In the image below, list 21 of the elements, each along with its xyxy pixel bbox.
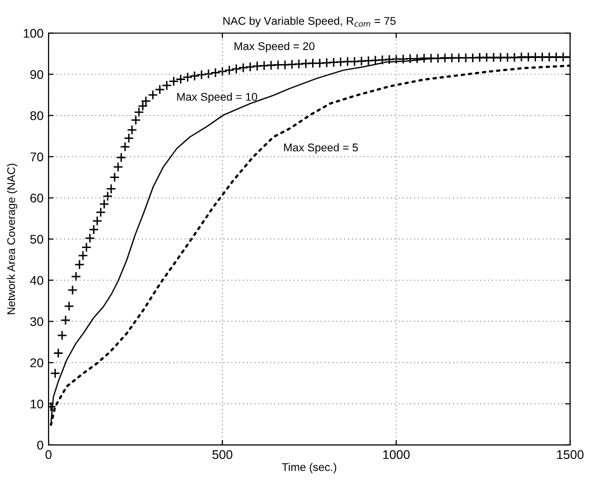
y-tick-label: 100: [24, 28, 44, 38]
y-tick-label: 0: [37, 440, 44, 450]
y-tick-label: 10: [30, 400, 44, 408]
y-tick-label: 20: [30, 358, 44, 368]
y-tick-label: 70: [30, 152, 44, 162]
y-tick-label: 40: [30, 276, 44, 285]
x-tick-label: 0: [46, 450, 52, 460]
annotation: Max Speed = 20: [234, 42, 314, 52]
y-tick-label: 80: [30, 111, 44, 120]
x-tick-label: 500: [212, 450, 232, 460]
y-tick-label: 90: [30, 70, 44, 79]
y-tick-label: 30: [30, 317, 44, 326]
annotation: Max Speed = 10: [177, 92, 258, 103]
x-axis-title: Time (sec.): [282, 462, 336, 474]
x-tick-label: 1500: [557, 450, 584, 460]
y-axis-title: Network Area Coverage (NAC): [6, 164, 18, 314]
x-tick-label: 1000: [383, 450, 410, 460]
annotation: Max Speed = 5: [284, 143, 358, 154]
chart-title: NAC by Variable Speed, R$_{com}$ = 75: [223, 16, 396, 28]
y-tick-label: 60: [30, 194, 44, 203]
y-tick-label: 50: [30, 234, 44, 244]
